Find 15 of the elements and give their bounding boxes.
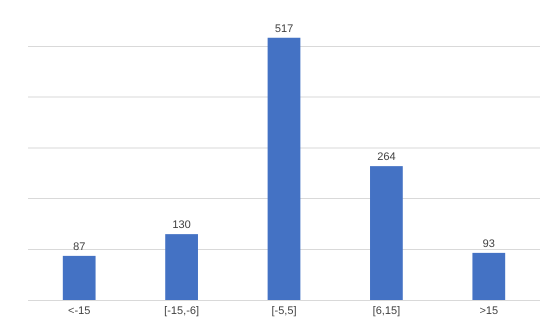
bar <box>268 38 300 300</box>
x-tick-label: >15 <box>479 305 498 318</box>
x-tick-label: <-15 <box>68 305 90 318</box>
x-tick-label: [6,15] <box>372 305 400 318</box>
x-tick-label: [-15,-6] <box>164 305 200 318</box>
data-label: 93 <box>482 238 495 250</box>
data-label: 517 <box>274 22 294 35</box>
data-label: 87 <box>73 240 86 253</box>
bar <box>370 166 403 300</box>
bar <box>165 234 198 300</box>
x-tick-label: [-5,5] <box>271 305 297 318</box>
bar <box>62 256 96 300</box>
bar <box>472 252 506 300</box>
data-label: 130 <box>172 219 191 232</box>
data-label: 264 <box>377 151 396 164</box>
